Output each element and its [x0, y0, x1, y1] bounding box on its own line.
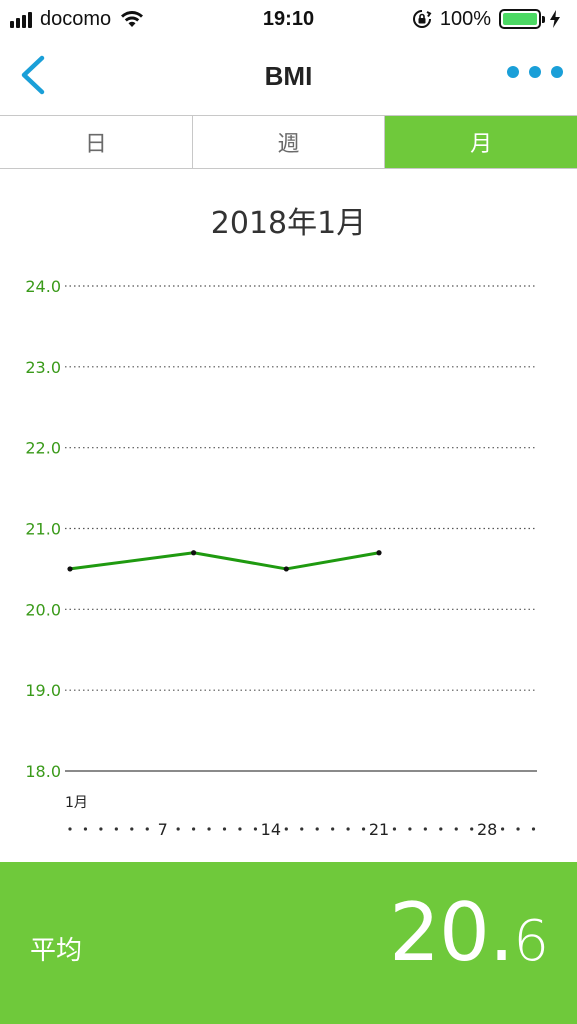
status-left: docomo: [10, 6, 145, 32]
x-day-dot: [392, 827, 397, 831]
status-right: 100%: [412, 6, 561, 32]
x-month-label: 1月: [65, 795, 88, 811]
average-panel: 平均 20.6: [0, 862, 577, 1024]
page-title: BMI: [264, 61, 313, 91]
x-day-dot: [315, 827, 319, 831]
charging-bolt-icon: [550, 10, 560, 28]
series-line: [68, 551, 381, 571]
battery-percent: 100%: [439, 7, 491, 30]
average-label: 平均: [30, 936, 83, 966]
x-day-dot: [99, 827, 103, 831]
x-day-dot: [68, 827, 72, 831]
y-tick-label: 23.0: [25, 358, 61, 377]
y-tick-label: 24.0: [25, 277, 61, 296]
y-tick-label: 21.0: [25, 520, 61, 539]
battery-icon: [499, 9, 545, 29]
x-day-dot: [439, 827, 443, 831]
x-day-dot: [346, 827, 350, 831]
x-day-dot: [238, 827, 242, 831]
data-point: [191, 550, 197, 556]
period-tabs: 日 週 月: [0, 115, 577, 169]
x-day-dot: [501, 827, 505, 831]
x-day-dot: [284, 827, 288, 831]
y-tick-label: 18.0: [25, 762, 61, 781]
x-day-dot: [253, 827, 257, 831]
x-day-dot: [470, 827, 474, 831]
x-tick-label: 7: [158, 820, 168, 839]
ellipsis-icon: [507, 66, 519, 78]
x-tick-label: 21: [369, 820, 389, 839]
navigation-bar: BMI: [0, 38, 577, 114]
x-day-dot: [408, 827, 412, 831]
battery-cap: [542, 16, 545, 23]
x-day-dot: [114, 827, 118, 831]
x-day-dot: [331, 827, 335, 831]
data-point: [283, 566, 289, 572]
y-tick-label: 22.0: [25, 439, 61, 458]
average-value-integer: 20.: [389, 886, 514, 979]
x-tick-label: 28: [477, 820, 497, 839]
carrier-name: docomo: [40, 7, 112, 30]
x-day-dot: [516, 827, 520, 831]
status-bar: docomo 19:10 100%: [0, 0, 577, 38]
x-day-dot: [192, 827, 196, 831]
chart-title: 2018年1月: [210, 206, 367, 241]
x-day-dot: [454, 827, 458, 831]
x-day-dot: [222, 827, 227, 831]
x-day-dot: [83, 827, 88, 831]
average-value-decimal: 6: [513, 909, 549, 974]
chevron-left-icon: [21, 55, 45, 95]
y-tick-label: 19.0: [25, 681, 61, 700]
x-day-dot: [130, 827, 134, 831]
x-day-dot: [531, 827, 536, 831]
average-value: 20.6: [389, 878, 549, 1010]
bmi-line-chart: 24.0 23.0 22.0 21.0 20.0 19.0 18.01月 7 14 21 28: [25, 277, 537, 839]
ellipsis-icon: [551, 66, 563, 78]
data-point: [67, 566, 73, 572]
status-time: 19:10: [262, 8, 315, 30]
x-day-dot: [361, 827, 366, 831]
x-day-dot: [176, 827, 180, 831]
x-day-dot: [207, 827, 211, 831]
wifi-icon: [121, 11, 144, 27]
rotation-lock-icon: [412, 10, 432, 28]
x-day-dot: [423, 827, 427, 831]
tab-day[interactable]: 日: [0, 116, 193, 168]
signal-strength-icon: [10, 10, 32, 28]
tab-month[interactable]: 月: [385, 116, 577, 168]
x-tick-label: 14: [261, 820, 281, 839]
data-point: [376, 550, 382, 556]
tab-week[interactable]: 週: [193, 116, 386, 168]
y-tick-label: 20.0: [25, 600, 61, 619]
more-options-button[interactable]: [507, 62, 563, 82]
x-day-dot: [145, 827, 149, 831]
battery-fill: [503, 13, 537, 25]
x-day-dot: [300, 827, 304, 831]
back-button[interactable]: [14, 50, 54, 100]
ellipsis-icon: [529, 66, 541, 78]
